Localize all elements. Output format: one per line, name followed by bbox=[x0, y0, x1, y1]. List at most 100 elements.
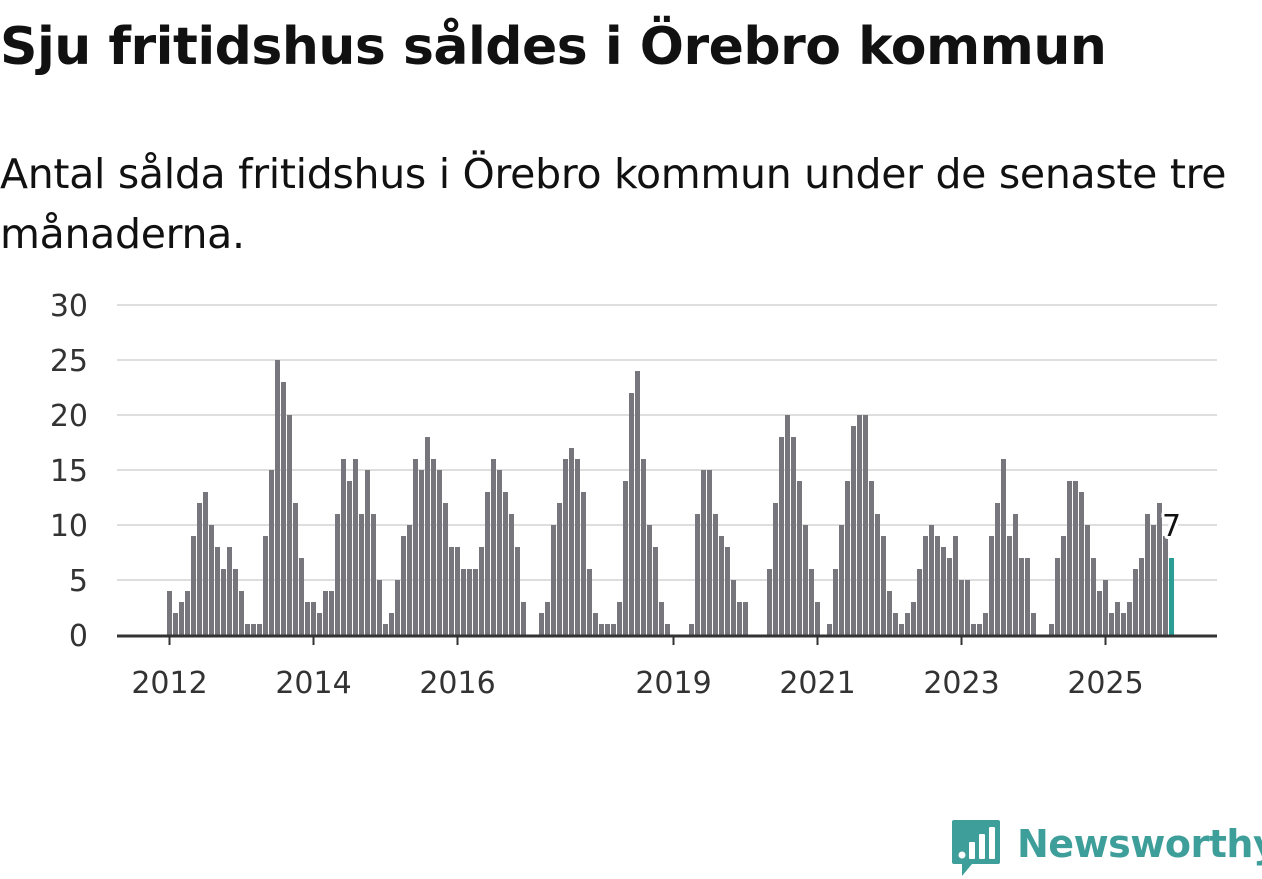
bar bbox=[1031, 613, 1036, 635]
x-tick-label: 2016 bbox=[419, 666, 495, 701]
bar bbox=[227, 547, 232, 635]
bar bbox=[1097, 591, 1102, 635]
bar bbox=[437, 470, 442, 635]
bar bbox=[389, 613, 394, 635]
bar bbox=[611, 624, 616, 635]
bar bbox=[1049, 624, 1054, 635]
bar bbox=[893, 613, 898, 635]
chart-title: Sju fritidshus såldes i Örebro kommun bbox=[0, 17, 1107, 77]
y-tick-label: 20 bbox=[50, 399, 88, 434]
bar bbox=[233, 569, 238, 635]
bar bbox=[377, 580, 382, 635]
bar bbox=[545, 602, 550, 635]
chart-subtitle: Antal sålda fritidshus i Örebro kommun u… bbox=[0, 150, 1227, 258]
bar bbox=[905, 613, 910, 635]
y-tick-label: 15 bbox=[50, 454, 88, 489]
bar bbox=[833, 569, 838, 635]
bar bbox=[575, 459, 580, 635]
bar bbox=[371, 514, 376, 635]
bar bbox=[767, 569, 772, 635]
bar bbox=[713, 514, 718, 635]
bar bbox=[401, 536, 406, 635]
bar bbox=[269, 470, 274, 635]
bar bbox=[827, 624, 832, 635]
bar bbox=[701, 470, 706, 635]
bar bbox=[1145, 514, 1150, 635]
bar bbox=[179, 602, 184, 635]
bar bbox=[947, 558, 952, 635]
bar bbox=[875, 514, 880, 635]
bar bbox=[359, 514, 364, 635]
y-axis-ticks: 0 5 10 15 20 25 30 bbox=[50, 289, 88, 654]
bar bbox=[1001, 459, 1006, 635]
bar bbox=[497, 470, 502, 635]
x-tick-label: 2012 bbox=[131, 666, 207, 701]
bar bbox=[209, 525, 214, 635]
bar bbox=[509, 514, 514, 635]
bar bbox=[563, 459, 568, 635]
bar bbox=[551, 525, 556, 635]
bar bbox=[425, 437, 430, 635]
bar bbox=[1085, 525, 1090, 635]
bar bbox=[1139, 558, 1144, 635]
bar bbox=[863, 415, 868, 635]
bar bbox=[803, 525, 808, 635]
bar bbox=[1115, 602, 1120, 635]
bar bbox=[353, 459, 358, 635]
bar bbox=[965, 580, 970, 635]
bar bbox=[257, 624, 262, 635]
x-tick-label: 2023 bbox=[923, 666, 999, 701]
y-tick-label: 0 bbox=[69, 619, 88, 654]
bar bbox=[719, 536, 724, 635]
bar bbox=[191, 536, 196, 635]
bar bbox=[299, 558, 304, 635]
bar bbox=[185, 591, 190, 635]
bar bbox=[1007, 536, 1012, 635]
bar bbox=[539, 613, 544, 635]
y-tick-label: 5 bbox=[69, 564, 88, 599]
bar bbox=[293, 503, 298, 635]
brand-name: Newsworthy bbox=[1017, 822, 1262, 866]
bar bbox=[413, 459, 418, 635]
bar bbox=[1061, 536, 1066, 635]
bar bbox=[431, 459, 436, 635]
bar bbox=[971, 624, 976, 635]
x-tick-label: 2025 bbox=[1067, 666, 1143, 701]
bar bbox=[935, 536, 940, 635]
gridlines bbox=[117, 304, 1217, 581]
bar bbox=[515, 547, 520, 635]
bar bbox=[809, 569, 814, 635]
bar bbox=[479, 547, 484, 635]
bar bbox=[167, 591, 172, 635]
y-tick-label: 30 bbox=[50, 289, 88, 324]
bar bbox=[695, 514, 700, 635]
bar bbox=[1067, 481, 1072, 635]
bar bbox=[959, 580, 964, 635]
bar bbox=[977, 624, 982, 635]
bar bbox=[899, 624, 904, 635]
bar bbox=[449, 547, 454, 635]
bar bbox=[1127, 602, 1132, 635]
bar bbox=[311, 602, 316, 635]
bar bbox=[593, 613, 598, 635]
bar bbox=[365, 470, 370, 635]
bar bbox=[473, 569, 478, 635]
bar bbox=[725, 547, 730, 635]
bar bbox=[335, 514, 340, 635]
bar bbox=[305, 602, 310, 635]
bar bbox=[1073, 481, 1078, 635]
bar bbox=[629, 393, 634, 635]
bar bbox=[467, 569, 472, 635]
bar bbox=[1151, 525, 1156, 635]
bar bbox=[773, 503, 778, 635]
bar bbox=[797, 481, 802, 635]
bar bbox=[1079, 492, 1084, 635]
bar bbox=[929, 525, 934, 635]
bar bbox=[245, 624, 250, 635]
bar bbox=[815, 602, 820, 635]
bar bbox=[1133, 569, 1138, 635]
bar-highlight bbox=[1169, 558, 1174, 635]
bar bbox=[737, 602, 742, 635]
bar bbox=[239, 591, 244, 635]
